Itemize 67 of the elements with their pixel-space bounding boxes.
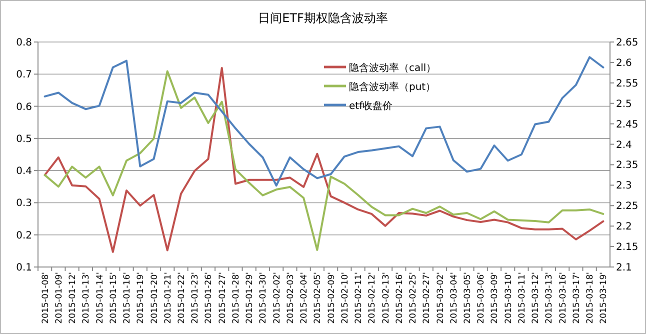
y2-tick-label: 2.2 xyxy=(616,222,632,233)
x-tick-label: 2015-03-05' xyxy=(463,272,473,324)
x-tick-label: 2015-02-16' xyxy=(394,272,405,324)
x-tick-label: 2015-01-29' xyxy=(245,272,256,324)
y-tick-label: 0.4 xyxy=(16,166,32,178)
y2-tick-label: 2.65 xyxy=(616,38,638,48)
legend-label: 隐含波动率（put） xyxy=(349,81,436,93)
y-tick-label: 0.6 xyxy=(16,102,32,113)
x-tick-label: 2015-01-16' xyxy=(122,272,133,324)
x-tick-label: 2015-02-03' xyxy=(286,272,296,324)
x-tick-label: 2015-03-19' xyxy=(599,272,610,324)
y2-tick-label: 2.6 xyxy=(616,58,632,69)
y2-tick-label: 2.1 xyxy=(616,262,632,274)
x-tick-label: 2015-02-02' xyxy=(272,272,282,324)
x-tick-label: 2015-01-12' xyxy=(68,272,78,324)
x-tick-label: 2015-03-02' xyxy=(436,272,446,324)
x-tick-label: 2015-03-12' xyxy=(531,272,542,324)
y2-tick-label: 2.15 xyxy=(616,242,638,254)
x-tick-label: 2015-01-14' xyxy=(95,272,106,324)
chart-title: 日间ETF期权隐含波动率 xyxy=(258,11,388,25)
y-tick-label: 0.7 xyxy=(16,70,32,81)
x-tick-label: 2015-03-18' xyxy=(586,272,596,324)
x-tick-label: 2015-03-10' xyxy=(504,272,514,324)
x-tick-label: 2015-01-28' xyxy=(231,272,242,324)
x-tick-label: 2015-03-04' xyxy=(449,272,460,324)
y2-tick-label: 2.25 xyxy=(616,201,638,212)
y2-tick-label: 2.45 xyxy=(616,119,638,130)
x-tick-label: 2015-03-17' xyxy=(572,272,582,324)
x-tick-label: 2015-03-09' xyxy=(490,272,500,324)
x-tick-label: 2015-01-21' xyxy=(163,272,174,324)
y2-tick-label: 2.5 xyxy=(616,98,632,110)
x-tick-label: 2015-01-20' xyxy=(150,272,160,324)
x-tick-label: 2015-03-16' xyxy=(558,272,568,324)
x-tick-label: 2015-02-09' xyxy=(326,272,337,324)
x-tick-label: 2015-01-30' xyxy=(258,272,269,324)
y2-tick-label: 2.35 xyxy=(616,160,638,172)
x-tick-label: 2015-02-05' xyxy=(313,272,324,324)
x-tick-label: 2015-03-06' xyxy=(476,272,487,324)
x-tick-label: 2015-03-13' xyxy=(544,272,555,324)
y2-tick-label: 2.55 xyxy=(616,78,638,90)
x-tick-label: 2015-02-13' xyxy=(381,272,392,324)
y-tick-label: 0.3 xyxy=(16,198,32,210)
x-tick-label: 2015-02-27' xyxy=(422,272,432,324)
x-tick-label: 2015-02-10' xyxy=(340,272,350,324)
x-tick-label: 2015-02-11' xyxy=(354,272,364,324)
x-tick-label: 2015-01-27' xyxy=(218,272,228,324)
y-tick-label: 0.2 xyxy=(16,230,32,242)
x-tick-label: 2015-01-09' xyxy=(54,272,64,324)
x-tick-label: 2015-01-08' xyxy=(40,272,51,324)
y-tick-label: 0.5 xyxy=(16,134,32,145)
x-tick-label: 2015-02-04' xyxy=(300,272,310,324)
line-series xyxy=(44,56,604,187)
x-tick-label: 2015-01-22' xyxy=(177,272,187,324)
x-tick-label: 2015-02-25' xyxy=(408,272,419,324)
y2-tick-label: 2.3 xyxy=(616,180,632,192)
y-tick-label: 0.8 xyxy=(16,38,32,48)
legend-label: etf收盘价 xyxy=(349,100,393,112)
legend-label: 隐含波动率（call） xyxy=(349,62,436,74)
x-tick-label: 2015-01-15' xyxy=(108,272,119,324)
y-tick-label: 0.1 xyxy=(16,262,32,274)
x-tick-label: 2015-01-23' xyxy=(190,272,201,324)
x-tick-label: 2015-01-19' xyxy=(136,272,146,324)
x-tick-label: 2015-01-13' xyxy=(82,272,92,324)
x-tick-label: 2015-03-11' xyxy=(517,272,528,324)
x-tick-label: 2015-02-12' xyxy=(368,272,378,324)
x-tick-label: 2015-01-26' xyxy=(204,272,214,324)
y2-tick-label: 2.4 xyxy=(616,140,632,151)
